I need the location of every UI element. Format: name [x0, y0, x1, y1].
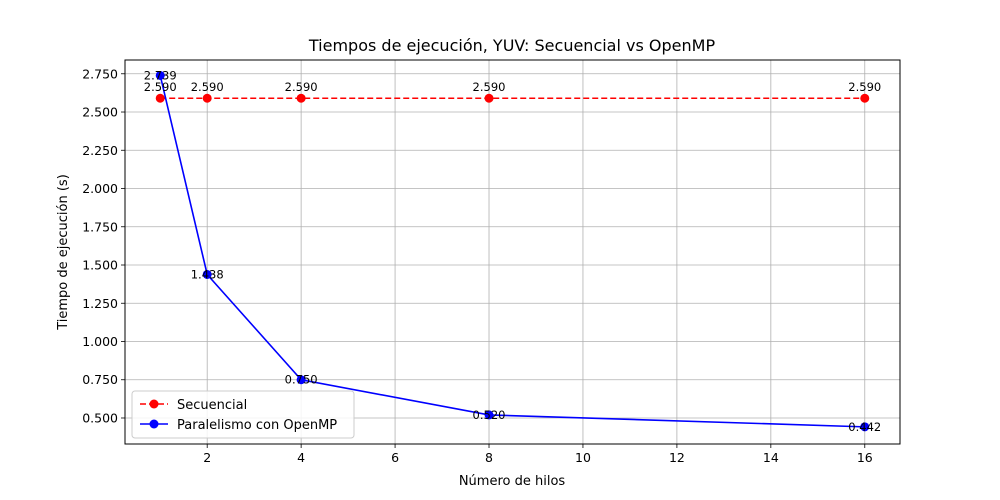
x-tick-label: 10 [575, 450, 591, 465]
y-tick-label: 0.750 [82, 372, 118, 387]
data-point-openmp [296, 375, 306, 385]
data-point-secuencial [860, 93, 870, 103]
y-tick-label: 2.750 [82, 66, 118, 81]
y-axis-label: Tiempo de ejecución (s) [56, 174, 71, 331]
y-tick-label: 1.750 [82, 219, 118, 234]
legend-label-openmp: Paralelismo con OpenMP [177, 418, 337, 433]
series-layer [155, 70, 870, 432]
ticks: 2 4 6 8 10 12 14 16 0.500 0.750 1.000 1.250 1.500 1.7… [82, 66, 873, 465]
legend-box [131, 390, 355, 439]
x-tick-label: 14 [763, 450, 779, 465]
legend-marker-secuencial [149, 399, 159, 409]
y-tick-label: 2.500 [82, 105, 118, 120]
x-tick-label: 6 [391, 450, 399, 465]
x-tick-label: 8 [485, 450, 493, 465]
y-tick-label: 2.250 [82, 143, 118, 158]
x-tick-label: 4 [297, 450, 305, 465]
legend-label-secuencial: Secuencial [177, 398, 247, 413]
x-tick-label: 16 [857, 450, 873, 465]
data-point-secuencial [155, 93, 165, 103]
x-tick-label: 2 [203, 450, 211, 465]
plot-frame [124, 59, 901, 445]
y-tick-label: 1.250 [82, 296, 118, 311]
data-label-openmp: 0.442 [848, 420, 881, 434]
data-point-secuencial [202, 93, 212, 103]
data-point-secuencial [484, 93, 494, 103]
data-label-openmp: 2.739 [144, 68, 177, 82]
y-tick-label: 0.500 [82, 410, 118, 425]
data-label-openmp: 0.520 [473, 408, 506, 422]
legend-marker-openmp [149, 419, 159, 429]
data-point-openmp [155, 70, 165, 80]
data-point-openmp [202, 269, 212, 279]
data-point-openmp [484, 410, 494, 420]
data-label-secuencial: 2.590 [473, 80, 506, 94]
data-label-openmp: 1.438 [191, 267, 224, 281]
data-labels: 2.590 2.590 2.590 2.590 2.5902.7391.4380.750… [144, 68, 881, 433]
x-axis-label: Número de hilos [459, 474, 566, 489]
data-label-secuencial: 2.590 [191, 80, 224, 94]
data-label-openmp: 0.750 [285, 373, 318, 387]
y-tick-label: 1.000 [82, 334, 118, 349]
data-label-secuencial: 2.590 [144, 80, 177, 94]
data-label-secuencial: 2.590 [848, 80, 881, 94]
legend: Secuencial Paralelismo con OpenMP [131, 390, 355, 439]
y-tick-label: 2.000 [82, 181, 118, 196]
chart-title: Tiempos de ejecución, YUV: Secuencial vs… [308, 36, 716, 55]
x-tick-label: 12 [669, 450, 685, 465]
data-point-openmp [860, 422, 870, 432]
data-point-secuencial [296, 93, 306, 103]
y-tick-label: 1.500 [82, 258, 118, 273]
data-label-secuencial: 2.590 [285, 80, 318, 94]
